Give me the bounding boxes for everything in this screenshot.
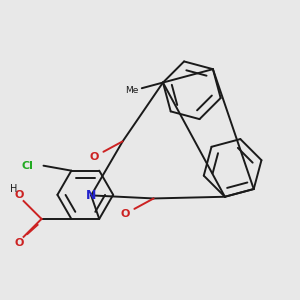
Text: O: O	[15, 190, 24, 200]
Text: O: O	[15, 238, 24, 248]
Text: O: O	[90, 152, 99, 161]
Text: H: H	[10, 184, 17, 194]
Text: Cl: Cl	[22, 161, 34, 171]
Text: N: N	[86, 189, 96, 202]
Text: Me: Me	[125, 86, 139, 95]
Text: O: O	[121, 208, 130, 219]
